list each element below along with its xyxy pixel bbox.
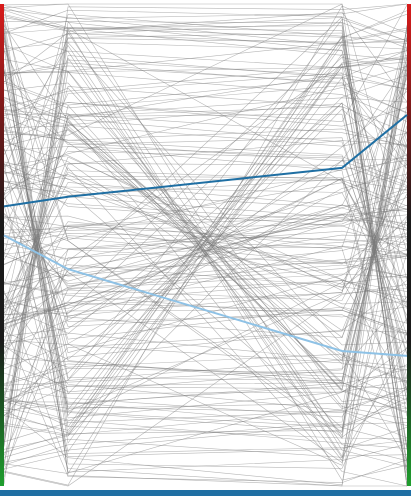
background-line xyxy=(3,164,408,193)
background-line xyxy=(3,325,408,483)
background-lines xyxy=(3,3,408,487)
background-line xyxy=(3,50,408,75)
background-line xyxy=(3,3,408,19)
background-line xyxy=(3,3,408,468)
background-line xyxy=(3,65,408,166)
background-line xyxy=(3,106,408,354)
background-line xyxy=(3,280,408,390)
background-line xyxy=(3,138,408,207)
background-line xyxy=(3,174,408,334)
background-line xyxy=(3,30,408,325)
background-line xyxy=(3,397,408,427)
background-line xyxy=(3,385,408,411)
background-line xyxy=(3,233,408,246)
background-line xyxy=(3,125,408,361)
background-line xyxy=(3,22,408,53)
background-line xyxy=(3,284,408,487)
background-line xyxy=(3,50,408,191)
background-line xyxy=(3,3,408,468)
background-line xyxy=(3,140,408,333)
background-line xyxy=(3,161,408,474)
background-line xyxy=(3,40,408,433)
background-line xyxy=(3,422,408,463)
background-line xyxy=(3,4,408,123)
background-line xyxy=(3,164,408,227)
background-line xyxy=(3,21,408,467)
background-line xyxy=(3,73,408,119)
background-line xyxy=(3,141,408,359)
background-line xyxy=(3,29,408,170)
axis-color-bar-left xyxy=(0,4,4,486)
background-line xyxy=(3,86,408,385)
axis-bars xyxy=(0,4,411,486)
background-line xyxy=(3,158,408,450)
background-line xyxy=(3,440,408,470)
background-line xyxy=(3,296,408,386)
background-line xyxy=(3,7,408,344)
background-line xyxy=(3,30,408,459)
background-line xyxy=(3,205,408,413)
background-line xyxy=(3,14,408,256)
background-line xyxy=(3,20,408,402)
background-line xyxy=(3,215,408,285)
background-line xyxy=(3,25,408,385)
background-line xyxy=(3,58,408,108)
background-line xyxy=(3,154,408,315)
background-line xyxy=(3,91,408,360)
background-line xyxy=(3,116,408,331)
background-line xyxy=(3,41,408,380)
background-line xyxy=(3,13,408,434)
background-line xyxy=(3,113,408,147)
axis-color-bar-right xyxy=(407,4,411,486)
background-line xyxy=(3,72,408,451)
background-line xyxy=(3,217,408,235)
background-line xyxy=(3,56,408,314)
background-line xyxy=(3,18,408,428)
background-line xyxy=(3,122,408,345)
background-line xyxy=(3,77,408,106)
background-line xyxy=(3,292,408,426)
background-line xyxy=(3,216,408,278)
background-line xyxy=(3,346,408,382)
background-line xyxy=(3,9,408,50)
background-line xyxy=(3,182,408,231)
background-line xyxy=(3,14,408,289)
background-line xyxy=(3,10,408,330)
bottom-accent-bar xyxy=(0,490,411,496)
highlighted-line-1 xyxy=(3,114,408,208)
background-line xyxy=(3,290,407,487)
background-line xyxy=(3,97,408,461)
highlighted-lines xyxy=(3,114,408,357)
background-line xyxy=(3,63,408,381)
background-line xyxy=(3,38,408,437)
background-line xyxy=(3,131,408,222)
background-line xyxy=(3,204,408,282)
background-line xyxy=(3,86,408,471)
background-line xyxy=(3,232,408,277)
background-line xyxy=(3,302,408,336)
background-line xyxy=(3,167,408,487)
background-line xyxy=(3,44,408,86)
background-line xyxy=(3,82,408,412)
background-line xyxy=(3,26,408,383)
background-line xyxy=(3,41,408,72)
background-line xyxy=(3,280,408,295)
background-line xyxy=(3,396,408,440)
background-line xyxy=(3,410,408,443)
background-line xyxy=(3,214,408,397)
background-line xyxy=(3,129,408,371)
background-line xyxy=(3,396,408,428)
highlighted-line-2 xyxy=(3,234,408,357)
background-line xyxy=(3,273,408,429)
background-line xyxy=(3,359,408,393)
background-line xyxy=(3,102,408,131)
background-line xyxy=(3,62,408,114)
background-line xyxy=(3,16,408,355)
background-line xyxy=(3,367,408,401)
background-line xyxy=(3,255,408,295)
background-line xyxy=(3,400,408,449)
